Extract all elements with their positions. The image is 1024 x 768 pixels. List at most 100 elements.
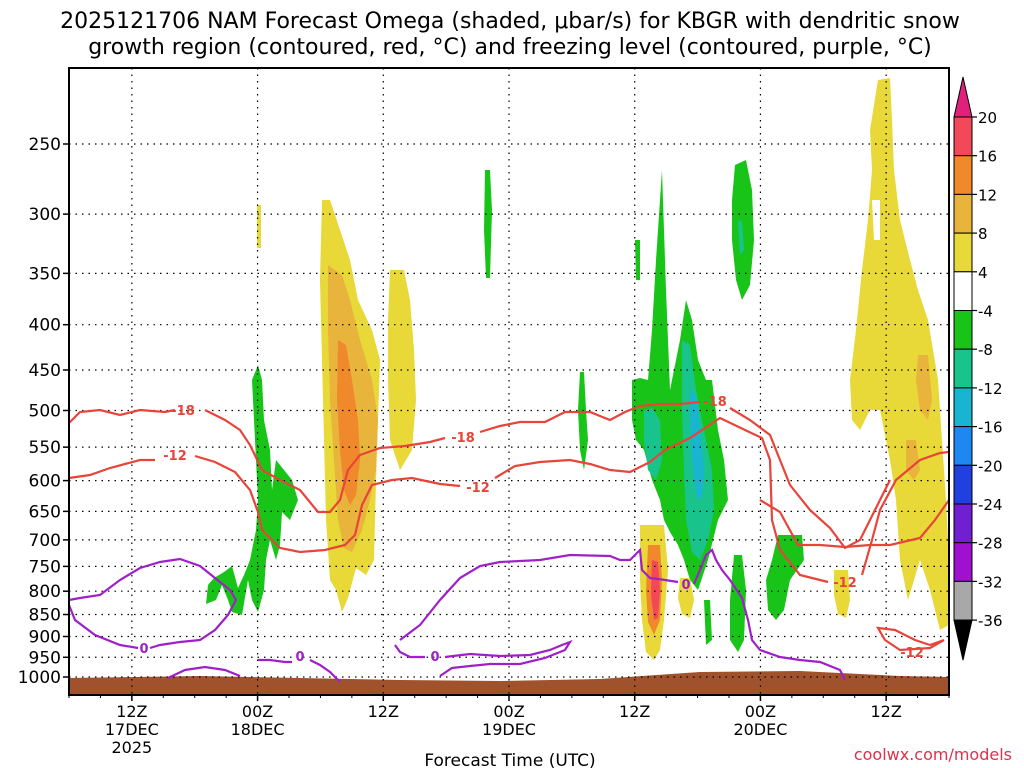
y-tick-label-650: 650 — [29, 502, 61, 522]
colorbar-swatch-10 — [953, 503, 973, 544]
colorbar-swatch-9 — [953, 464, 973, 505]
y-tick-label-350: 350 — [29, 264, 61, 284]
omega-area-gold-2 — [916, 355, 932, 420]
x-axis-label: Forecast Time (UTC) — [424, 751, 595, 768]
x-tick-label-2-l1: 12Z — [368, 702, 399, 721]
x-tick-label-5-l1: 00Z — [745, 702, 776, 721]
terrain-ground — [69, 671, 949, 695]
omega-area-red-1 — [651, 560, 660, 620]
omega-area-green-4 — [635, 240, 640, 280]
omega-area-green-8 — [704, 600, 712, 645]
y-axis: 2503003504004505005506006507007508008509… — [18, 135, 69, 688]
colorbar-swatch-5 — [953, 310, 973, 350]
x-tick-label-1-l2: 18DEC — [231, 720, 285, 739]
y-tick-label-300: 300 — [29, 205, 61, 225]
x-tick-label-4-l1: 12Z — [619, 702, 650, 721]
colorbar-label-6: -8 — [978, 341, 993, 359]
x-tick-label-0-l1: 12Z — [116, 702, 147, 721]
x-tick-label-5-l2: 20DEC — [733, 720, 787, 739]
colorbar-swatch-1 — [953, 155, 973, 195]
colorbar-swatch-2 — [953, 193, 973, 234]
omega-area-green-7 — [730, 555, 746, 652]
omega-area-teal-3 — [738, 220, 744, 255]
dgz-label-2: -18 — [451, 431, 475, 446]
x-tick-label-0-l3: 2025 — [111, 738, 152, 757]
colorbar-label-2: 12 — [978, 186, 997, 204]
y-tick-label-600: 600 — [29, 472, 61, 492]
freezing-label-2: 0 — [295, 650, 304, 665]
dgz-label-1: -18 — [171, 404, 195, 419]
dgz-label-7: -12 — [900, 646, 924, 661]
omega-area-cyan-1 — [690, 390, 704, 500]
colorbar: 20 16 12 8 4 -4 -8 -12 -16 -20 -24 -28 -32 -36 — [953, 76, 1003, 661]
colorbar-label-8: -16 — [978, 419, 1003, 437]
x-tick-label-0-l2: 17DEC — [105, 720, 159, 739]
colorbar-swatch-6 — [953, 348, 973, 389]
colorbar-swatch-4 — [953, 271, 973, 311]
y-tick-label-850: 850 — [29, 606, 61, 626]
dgz-contours — [68, 400, 950, 652]
colorbar-swatch-11 — [953, 542, 973, 582]
freezing-contour-0-e — [167, 658, 341, 683]
y-tick-label-400: 400 — [29, 316, 61, 336]
colorbar-label-11: -28 — [978, 535, 1003, 553]
plot-area: -18 -18 -18 -12 -12 -12 -12 0 0 0 0 — [67, 67, 950, 696]
y-tick-label-500: 500 — [29, 402, 61, 422]
x-tick-label-1-l1: 00Z — [242, 702, 273, 721]
omega-area-yellow-4 — [678, 578, 694, 618]
dgz-contour-minus12-right — [759, 499, 950, 549]
freezing-contour-0-d — [692, 548, 846, 681]
freezing-contour-0-a — [67, 557, 238, 650]
y-tick-label-250: 250 — [29, 135, 61, 155]
colorbar-label-5: -4 — [978, 303, 993, 321]
colorbar-swatch-8 — [953, 426, 973, 466]
x-tick-label-6-l1: 12Z — [870, 702, 901, 721]
y-tick-label-550: 550 — [29, 438, 61, 458]
omega-shading — [206, 78, 949, 660]
omega-area-green-6 — [732, 160, 754, 300]
colorbar-label-4: 4 — [978, 264, 988, 282]
omega-area-green-9 — [766, 535, 804, 620]
colorbar-label-1: 16 — [978, 148, 997, 166]
y-tick-label-950: 950 — [29, 648, 61, 668]
omega-area-green-1 — [206, 365, 298, 615]
omega-area-yellow-5 — [834, 570, 850, 618]
colorbar-label-3: 8 — [978, 225, 988, 243]
freezing-label-4: 0 — [681, 578, 690, 593]
colorbar-label-13: -36 — [978, 612, 1003, 630]
contour-labels: -18 -18 -18 -12 -12 -12 -12 0 0 0 0 — [139, 395, 923, 665]
dgz-label-4: -12 — [163, 449, 187, 464]
colorbar-swatch-12 — [953, 580, 973, 621]
dgz-contour-minus12 — [68, 416, 950, 584]
colorbar-swatch-7 — [953, 387, 973, 428]
omega-area-green-3 — [578, 372, 588, 470]
colorbar-label-12: -32 — [978, 573, 1003, 591]
x-tick-label-3-l1: 00Z — [493, 702, 524, 721]
omega-area-white-hole — [872, 200, 880, 240]
y-tick-label-700: 700 — [29, 531, 61, 551]
dgz-contour-minus12-small — [875, 626, 945, 652]
freezing-level-contours — [67, 547, 846, 683]
freezing-label-1: 0 — [139, 642, 148, 657]
colorbar-top-arrow — [953, 76, 973, 118]
colorbar-label-0: 20 — [978, 109, 997, 127]
colorbar-swatch-0 — [953, 116, 973, 157]
dgz-label-5: -12 — [466, 481, 490, 496]
colorbar-swatch-3 — [953, 232, 973, 273]
chart-title-line2: growth region (contoured, red, °C) and f… — [88, 35, 932, 60]
pressure-gridlines — [69, 68, 949, 695]
dgz-label-3: -18 — [703, 395, 727, 410]
omega-area-green-2 — [484, 170, 492, 278]
freezing-label-3: 0 — [430, 650, 439, 665]
freezing-contour-0-c — [394, 639, 573, 677]
y-tick-label-800: 800 — [29, 582, 61, 602]
dgz-contour-minus18-right — [729, 407, 891, 550]
colorbar-label-10: -24 — [978, 496, 1003, 514]
freezing-contour-0-b — [399, 547, 679, 641]
x-tick-label-3-l2: 19DEC — [482, 720, 536, 739]
dgz-contour-minus18 — [68, 400, 701, 514]
colorbar-label-7: -12 — [978, 380, 1003, 398]
credit-text: coolwx.com/models — [854, 745, 1012, 764]
